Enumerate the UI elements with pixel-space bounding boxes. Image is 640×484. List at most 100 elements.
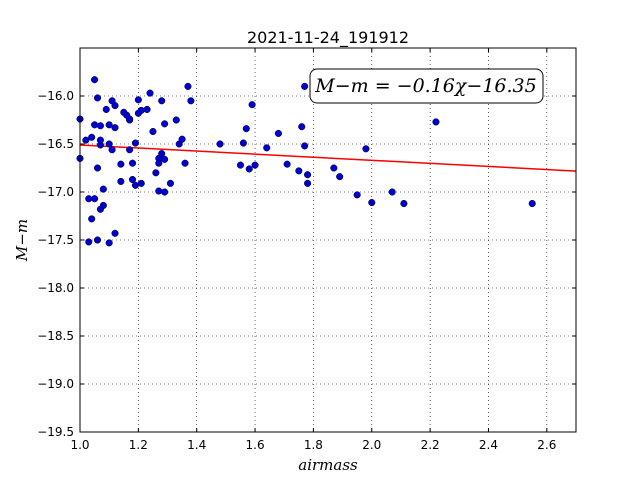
data-point <box>128 175 137 184</box>
data-point <box>301 82 309 90</box>
data-point <box>88 215 96 223</box>
data-point <box>181 159 189 167</box>
data-point <box>117 160 125 168</box>
x-tick-label: 2.0 <box>362 438 381 452</box>
data-point <box>131 139 139 147</box>
data-point <box>105 239 113 247</box>
y-tick-label: −18.0 <box>37 281 74 295</box>
x-axis-label: airmass <box>298 456 358 474</box>
x-tick-label: 1.0 <box>70 438 89 452</box>
data-point <box>245 165 253 173</box>
x-tick-label: 1.4 <box>187 438 206 452</box>
data-point <box>368 199 376 207</box>
data-point <box>274 129 282 137</box>
data-point <box>248 101 256 109</box>
data-point <box>353 191 361 199</box>
data-point <box>88 133 96 141</box>
data-point <box>187 97 195 105</box>
data-point <box>105 140 113 148</box>
data-point <box>137 179 145 187</box>
data-point <box>336 173 344 181</box>
data-point <box>126 115 134 123</box>
data-point <box>362 145 370 153</box>
data-point <box>251 161 259 169</box>
data-point <box>149 127 157 136</box>
data-point <box>155 159 163 167</box>
x-tick-label: 2.2 <box>421 438 440 452</box>
data-point <box>283 160 291 168</box>
data-point <box>301 142 309 150</box>
data-point <box>96 136 104 144</box>
y-tick-label: −16.0 <box>37 89 74 103</box>
fit-equation-box <box>309 68 544 104</box>
x-tick-label: 1.6 <box>246 438 265 452</box>
data-point <box>152 169 160 177</box>
data-point <box>298 123 306 131</box>
data-point <box>111 124 119 132</box>
y-tick-label: −17.0 <box>37 185 74 199</box>
data-point <box>126 146 134 154</box>
data-point <box>137 106 145 114</box>
data-point <box>304 179 312 187</box>
x-tick-label: 2.6 <box>537 438 556 452</box>
x-tick-labels: 1.0 1.2 1.4 1.6 1.8 2.0 2.2 2.4 2.6 <box>70 438 556 452</box>
fit-equation: M−m = −0.16χ−16.35 <box>314 75 536 97</box>
x-tick-label: 1.2 <box>129 438 148 452</box>
data-point <box>304 171 312 179</box>
data-point <box>236 161 245 169</box>
data-point <box>184 82 192 90</box>
y-tick-label: −18.5 <box>37 329 74 343</box>
data-point <box>108 146 116 154</box>
data-point <box>166 179 174 187</box>
data-point <box>388 188 396 196</box>
data-point <box>216 140 224 148</box>
data-point <box>93 236 102 244</box>
data-point <box>178 135 186 143</box>
data-point <box>161 188 169 196</box>
y-tick-labels: −16.0 −16.5 −17.0 −17.5 −18.0 −18.5 −19.0 −19.5 <box>37 89 74 439</box>
data-point <box>128 159 137 167</box>
data-point <box>330 164 338 172</box>
data-point <box>242 125 250 133</box>
data-point <box>99 201 107 209</box>
y-tick-label: −16.5 <box>37 137 74 151</box>
data-point <box>91 76 99 84</box>
y-tick-label: −19.5 <box>37 425 74 439</box>
y-tick-label: −17.5 <box>37 233 74 247</box>
data-point <box>146 89 154 97</box>
data-point <box>172 116 180 124</box>
plot-frame <box>79 47 577 433</box>
data-point <box>111 102 119 110</box>
x-tick-label: 1.8 <box>304 438 323 452</box>
data-point <box>161 120 169 128</box>
data-points <box>76 76 536 247</box>
x-tick-label: 2.4 <box>479 438 498 452</box>
data-point <box>432 118 440 126</box>
data-point <box>93 164 102 172</box>
data-point <box>117 177 125 185</box>
chart-title: 2021-11-24_191912 <box>247 28 409 48</box>
data-point <box>528 199 536 208</box>
data-point <box>161 155 169 163</box>
data-point <box>82 136 90 144</box>
data-point <box>91 121 99 129</box>
data-point <box>105 121 113 129</box>
data-point <box>96 122 104 130</box>
data-point <box>111 229 119 237</box>
data-point <box>134 96 142 104</box>
y-axis-label: M−m <box>13 219 31 262</box>
y-tick-label: −19.0 <box>37 377 74 391</box>
data-point <box>155 187 163 195</box>
data-point <box>239 139 247 147</box>
data-point <box>158 150 166 158</box>
data-point <box>263 144 271 152</box>
fit-line <box>79 144 577 172</box>
data-point <box>295 167 303 175</box>
data-point <box>102 105 110 113</box>
data-point <box>143 105 151 113</box>
data-point <box>400 199 408 208</box>
data-point <box>85 238 93 246</box>
data-point <box>91 195 99 203</box>
